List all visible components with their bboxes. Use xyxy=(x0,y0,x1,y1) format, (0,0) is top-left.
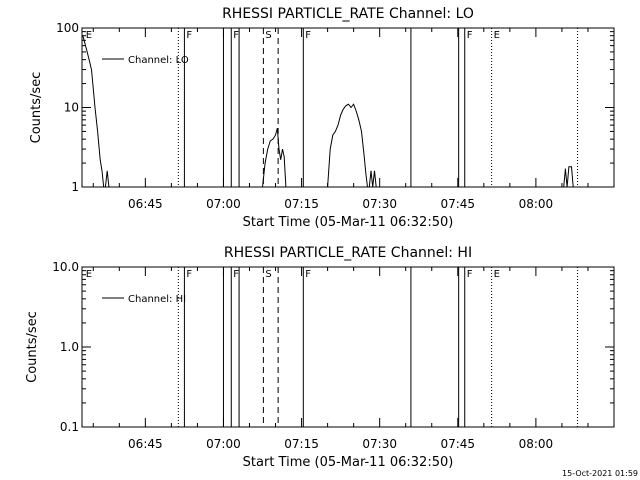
x-tick-label: 07:45 xyxy=(440,437,475,451)
x-axis-label: Start Time (05-Mar-11 06:32:50) xyxy=(243,215,454,230)
x-tick-label: 08:00 xyxy=(519,197,554,211)
legend-label: Channel: LO xyxy=(128,55,189,66)
event-flag: F xyxy=(186,269,192,280)
x-tick-label: 07:15 xyxy=(284,197,319,211)
y-axis-label: Counts/sec xyxy=(29,72,44,144)
chart-panel-1: RHESSI PARTICLE_RATE Channel: LO 1 10 100 06… xyxy=(29,6,615,230)
chart-title: RHESSI PARTICLE_RATE Channel: LO xyxy=(222,6,474,22)
x-tick-label: 06:45 xyxy=(128,197,163,211)
x-tick-label: 07:00 xyxy=(206,197,241,211)
y-tick-label: 1.0 xyxy=(60,340,79,354)
chart-panel-2: RHESSI PARTICLE_RATE Channel: HI 0.1 1.0 10… xyxy=(25,245,615,470)
event-flag: E xyxy=(86,30,92,41)
series-line-segment xyxy=(563,166,574,187)
series-line-segment xyxy=(104,170,110,187)
y-axis-label: Counts/sec xyxy=(25,311,40,383)
y-tick-label: 0.1 xyxy=(60,420,79,434)
event-flag: S xyxy=(265,269,271,280)
y-tick-label: 100 xyxy=(56,21,79,35)
event-flag: E xyxy=(86,269,92,280)
series-line-segment xyxy=(368,170,377,187)
footer-timestamp: 15-Oct-2021 01:59 xyxy=(562,469,638,478)
event-flag: F xyxy=(186,30,192,41)
x-tick-label: 07:00 xyxy=(206,437,241,451)
x-tick-label: 07:15 xyxy=(284,437,319,451)
y-tick-label: 1 xyxy=(71,180,79,194)
y-tick-label: 10.0 xyxy=(52,260,79,274)
x-tick-label: 07:45 xyxy=(440,197,475,211)
series-line-segment xyxy=(262,127,287,187)
legend-label: Channel: HI xyxy=(128,294,186,305)
chart-title: RHESSI PARTICLE_RATE Channel: HI xyxy=(224,245,472,261)
event-flag: F xyxy=(305,30,311,41)
event-flag: E xyxy=(494,269,500,280)
series-line-segment xyxy=(327,103,368,187)
event-flag: F xyxy=(467,30,473,41)
x-tick-label: 06:45 xyxy=(128,437,163,451)
event-flag: E xyxy=(494,30,500,41)
event-flag: S xyxy=(265,30,271,41)
event-flag: F xyxy=(233,30,239,41)
series-line-segment xyxy=(82,35,105,187)
plot-frame xyxy=(81,27,615,188)
event-flag: F xyxy=(305,269,311,280)
event-flag: F xyxy=(467,269,473,280)
x-tick-label: 07:30 xyxy=(362,437,397,451)
x-tick-label: 07:30 xyxy=(362,197,397,211)
event-flag: F xyxy=(233,269,239,280)
x-axis-label: Start Time (05-Mar-11 06:32:50) xyxy=(243,455,454,470)
y-tick-label: 10 xyxy=(64,101,79,115)
x-tick-label: 08:00 xyxy=(519,437,554,451)
plot-frame xyxy=(81,266,615,428)
